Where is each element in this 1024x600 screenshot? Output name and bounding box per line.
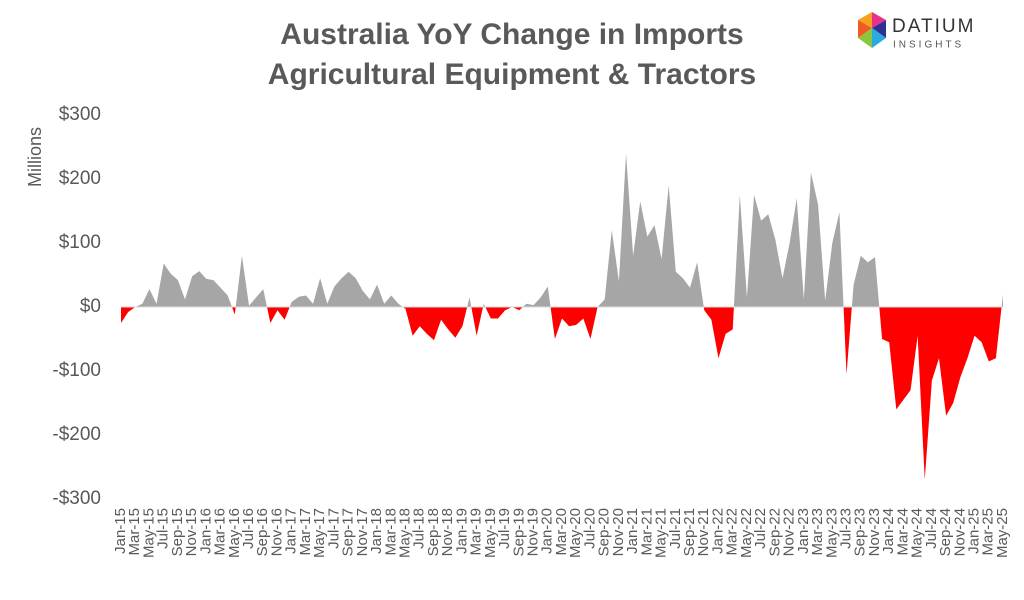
x-tick-label: Mar-20	[553, 508, 570, 556]
x-tick-label: May-15	[140, 508, 157, 558]
x-tick-label: May-16	[226, 508, 243, 558]
y-tick-label: $300	[59, 104, 101, 125]
x-tick-label: Mar-25	[980, 508, 997, 556]
x-tick-label: Nov-20	[610, 508, 627, 556]
logo-name: DATIUM	[892, 16, 975, 37]
x-tick-label: May-25	[994, 508, 1011, 558]
chart-subtitle: Agricultural Equipment & Tractors	[268, 58, 756, 91]
x-tick-label: Jan-15	[112, 508, 129, 554]
x-tick-label: Jul-24	[923, 508, 940, 549]
y-tick-label: -$200	[52, 424, 101, 445]
logo-tagline: INSIGHTS	[893, 40, 964, 51]
y-tick-label: $200	[59, 168, 101, 189]
x-tick-label: May-23	[823, 508, 840, 558]
x-tick-label: Jan-19	[453, 508, 470, 554]
x-tick-label: Jan-16	[197, 508, 214, 554]
logo-shape	[872, 28, 886, 48]
x-tick-label: Mar-24	[894, 508, 911, 556]
x-tick-label: May-19	[482, 508, 499, 558]
x-tick-label: Jul-19	[496, 508, 513, 549]
x-tick-label: Nov-21	[695, 508, 712, 556]
area-positive	[121, 153, 1003, 307]
x-tick-label: Mar-15	[126, 508, 143, 556]
x-tick-label: Sep-16	[254, 508, 271, 556]
x-tick-label: Jan-22	[709, 508, 726, 554]
y-tick-label: $0	[80, 296, 101, 317]
x-tick-label: Nov-19	[525, 508, 542, 556]
x-tick-label: Jan-20	[539, 508, 556, 554]
x-tick-label: Sep-23	[852, 508, 869, 556]
logo-shape	[858, 20, 872, 38]
x-tick-label: Jul-15	[155, 508, 172, 549]
x-tick-label: Jul-22	[752, 508, 769, 549]
x-tick-label: Jul-20	[581, 508, 598, 549]
x-tick-label: Sep-22	[766, 508, 783, 556]
logo-shape	[872, 12, 886, 28]
x-tick-label: May-24	[909, 508, 926, 558]
x-tick-label: Jan-24	[880, 508, 897, 554]
x-tick-label: Mar-17	[297, 508, 314, 556]
logo-shape	[872, 20, 886, 38]
x-tick-label: May-18	[396, 508, 413, 558]
x-tick-label: Mar-16	[212, 508, 229, 556]
x-tick-label: Mar-18	[382, 508, 399, 556]
x-tick-label: Sep-19	[510, 508, 527, 556]
logo: DATIUM INSIGHTS	[858, 12, 975, 51]
x-tick-label: May-21	[653, 508, 670, 558]
y-tick-label: -$100	[52, 360, 101, 381]
x-tick-label: Sep-21	[681, 508, 698, 556]
x-tick-label: Sep-18	[425, 508, 442, 556]
x-tick-label: Sep-15	[169, 508, 186, 556]
x-tick-label: Sep-24	[937, 508, 954, 556]
x-tick-label: May-17	[311, 508, 328, 558]
x-tick-label: Mar-23	[809, 508, 826, 556]
y-tick-label: -$300	[52, 488, 101, 509]
logo-shape	[858, 28, 872, 48]
x-tick-label: Jul-23	[837, 508, 854, 549]
chart-title: Australia YoY Change in Imports	[280, 18, 743, 51]
y-tick-label: $100	[59, 232, 101, 253]
x-tick-label: Nov-23	[866, 508, 883, 556]
x-tick-label: Jul-18	[411, 508, 428, 549]
x-tick-label: Mar-19	[468, 508, 485, 556]
x-tick-label: Jan-21	[624, 508, 641, 554]
x-tick-label: May-20	[567, 508, 584, 558]
x-tick-label: Jul-17	[325, 508, 342, 549]
x-tick-label: Jan-18	[368, 508, 385, 554]
x-tick-label: May-22	[738, 508, 755, 558]
area-negative	[121, 307, 1003, 480]
x-tick-label: Nov-24	[951, 508, 968, 556]
logo-shape	[858, 12, 872, 28]
x-tick-label: Nov-22	[781, 508, 798, 556]
y-axis-label: Millions	[25, 127, 45, 187]
x-tick-label: Nov-15	[183, 508, 200, 556]
x-tick-label: Sep-17	[340, 508, 357, 556]
x-tick-label: Jan-25	[966, 508, 983, 554]
x-tick-label: Jul-16	[240, 508, 257, 549]
x-tick-label: Nov-16	[268, 508, 285, 556]
x-tick-label: Sep-20	[596, 508, 613, 556]
x-tick-label: Jan-23	[795, 508, 812, 554]
x-tick-label: Mar-22	[724, 508, 741, 556]
x-tick-label: Nov-18	[439, 508, 456, 556]
x-tick-label: Jul-21	[667, 508, 684, 549]
x-tick-label: Nov-17	[354, 508, 371, 556]
x-tick-label: Jan-17	[283, 508, 300, 554]
x-tick-label: Mar-21	[638, 508, 655, 556]
